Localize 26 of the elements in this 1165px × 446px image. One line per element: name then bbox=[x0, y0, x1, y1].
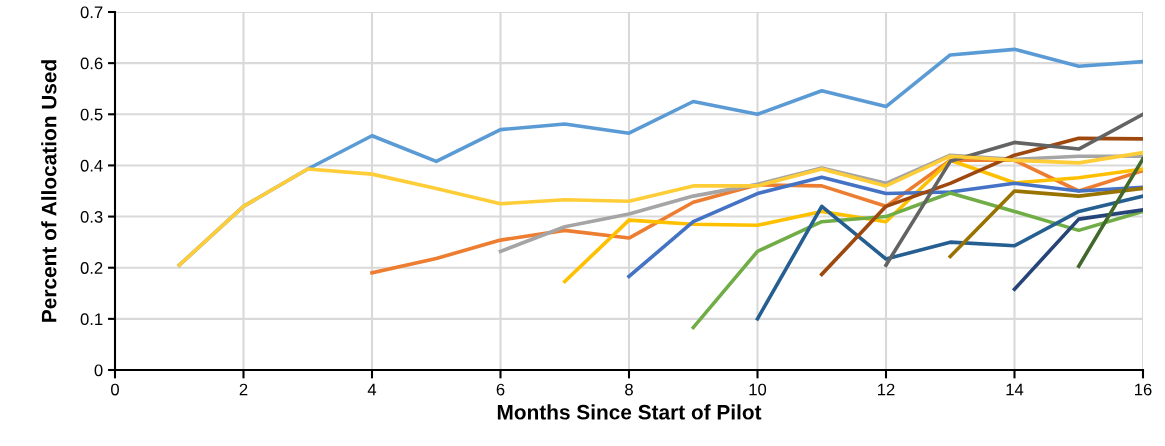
x-tick-label: 6 bbox=[496, 383, 505, 396]
x-tick-label: 12 bbox=[878, 383, 895, 396]
x-tick-label: 10 bbox=[749, 383, 767, 396]
y-axis-title: Percent of Allocation Used bbox=[41, 60, 57, 322]
x-tick-label: 0 bbox=[111, 383, 119, 396]
line-series bbox=[755, 194, 1143, 321]
line-series bbox=[819, 136, 1143, 277]
y-tick-label: 0.2 bbox=[80, 262, 103, 274]
line-series bbox=[627, 175, 1143, 279]
y-tick-label: 0.6 bbox=[80, 57, 103, 70]
y-tick-label: 0.5 bbox=[80, 108, 103, 121]
line-series bbox=[177, 150, 1143, 267]
x-axis-title: Months Since Start of Pilot bbox=[497, 404, 762, 420]
y-tick-label: 0.7 bbox=[80, 6, 103, 19]
x-tick-label: 14 bbox=[1006, 383, 1024, 396]
x-tick-label: 2 bbox=[239, 383, 248, 396]
x-tick-label: 16 bbox=[1135, 383, 1152, 396]
line-series bbox=[691, 191, 1143, 330]
y-tick-label: 0.3 bbox=[80, 210, 103, 223]
line-series bbox=[884, 112, 1143, 267]
x-tick-label: 4 bbox=[367, 383, 377, 396]
x-tick-label: 8 bbox=[625, 383, 633, 396]
y-tick-label: 0.4 bbox=[80, 159, 103, 172]
y-tick-label: 0.1 bbox=[80, 313, 103, 326]
y-tick-label: 0 bbox=[94, 364, 103, 377]
line-series bbox=[948, 186, 1143, 259]
